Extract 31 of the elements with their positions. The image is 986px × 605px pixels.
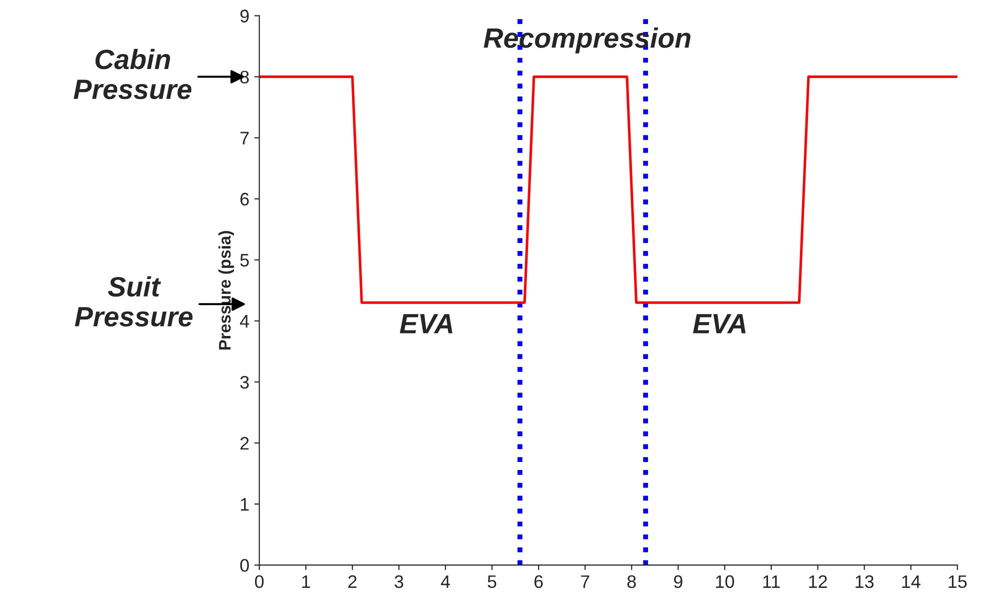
x-tick-label: 7 — [580, 575, 590, 588]
x-tick-label: 8 — [627, 575, 636, 588]
y-tick-label: 4 — [240, 315, 250, 328]
x-tick-label: 5 — [488, 575, 496, 588]
annotation: EVA — [693, 314, 746, 334]
x-tick-label: 9 — [674, 575, 682, 588]
x-tick-label: 12 — [809, 575, 827, 588]
x-tick-label: 1 — [302, 575, 310, 588]
x-tick-label: 3 — [394, 575, 404, 588]
y-tick-label: 2 — [240, 436, 249, 450]
y-tick-label: 6 — [240, 192, 249, 206]
x-tick-label: 10 — [716, 575, 734, 588]
y-axis-title: Pressure (psia) — [218, 231, 234, 350]
x-tick-label: 13 — [856, 575, 874, 588]
x-tick-label: 6 — [534, 575, 543, 588]
x-tick-label: 2 — [348, 575, 357, 588]
y-tick-label: 9 — [240, 10, 249, 22]
x-tick-label: 4 — [440, 575, 450, 588]
x-tick-label: 15 — [948, 575, 967, 588]
y-tick-label: 0 — [240, 559, 249, 572]
annotation: Cabin Pressure — [74, 48, 192, 100]
text: Suit Pressure — [74, 276, 193, 327]
y-tick-label: 7 — [240, 132, 249, 144]
x-tick-label: 11 — [763, 575, 780, 588]
annotation: Recompression — [484, 28, 690, 54]
y-tick-label: 3 — [240, 376, 249, 389]
annotation: EVA — [400, 314, 452, 334]
x-tick-label: 14 — [902, 575, 920, 588]
x-tick-label: 0 — [255, 575, 264, 588]
y-tick-label: 1 — [240, 498, 249, 511]
y-tick-label: 5 — [240, 254, 249, 267]
